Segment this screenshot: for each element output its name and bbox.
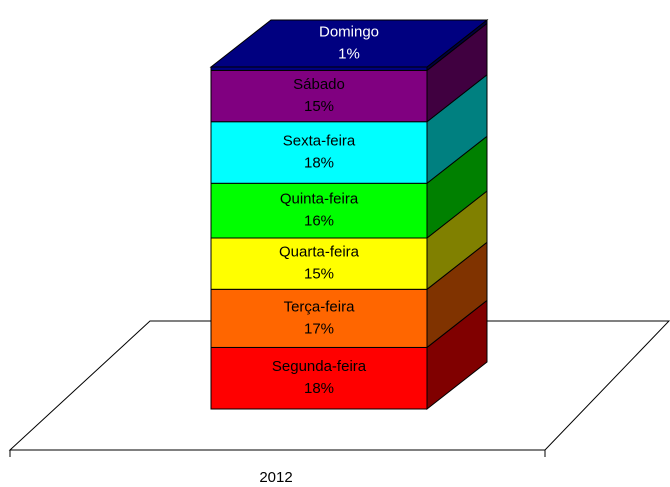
segment-name: Domingo — [319, 23, 379, 40]
bar — [210, 66, 428, 71]
value-label: 18% — [304, 380, 334, 397]
segment-name: Quinta-feira — [280, 191, 359, 208]
value-label: 15% — [304, 98, 334, 115]
value-label: 18% — [304, 154, 334, 171]
x-tick-label: 2012 — [259, 469, 292, 486]
bar — [210, 69, 428, 123]
segment-name: Sexta-feira — [283, 132, 356, 149]
value-label: 17% — [304, 320, 334, 337]
segment-name: Segunda-feira — [272, 358, 367, 375]
bar — [210, 288, 428, 348]
segment-name: Quarta-feira — [279, 244, 360, 261]
floor — [8, 320, 670, 451]
bar — [210, 346, 428, 410]
value-label: 15% — [304, 266, 334, 283]
bar — [210, 121, 428, 184]
segment-name: Sábado — [293, 76, 345, 93]
segment-name: Terça-feira — [284, 298, 356, 315]
value-label: 16% — [304, 213, 334, 230]
value-label: 1% — [338, 45, 360, 62]
bar — [210, 237, 428, 290]
bar — [210, 182, 428, 239]
bar-top — [209, 19, 489, 68]
